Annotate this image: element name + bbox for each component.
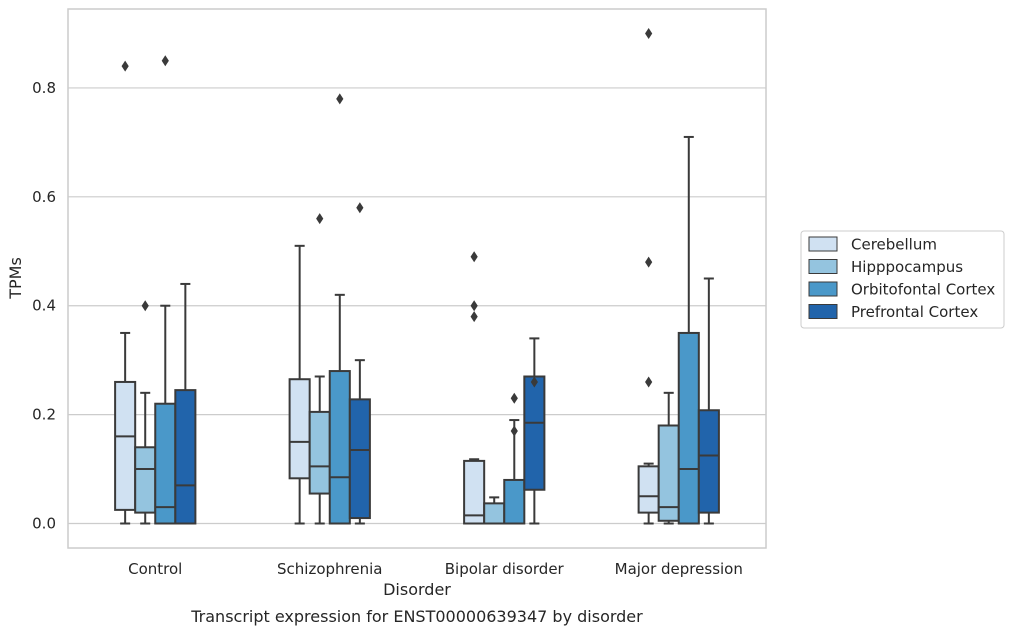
y-tick-label: 0.2: [32, 406, 56, 424]
x-tick-label: Control: [128, 560, 182, 578]
box-iqr: [288, 378, 311, 480]
plot-area-frame: [67, 8, 767, 549]
box-orbitofontal-cortex: [503, 392, 526, 525]
box-marks: [114, 28, 720, 525]
legend-frame: [800, 230, 1005, 329]
y-tick-labels: 0.0 0.2 0.4 0.6 0.8: [32, 79, 56, 533]
box-prefrontal-cortex: [697, 277, 720, 525]
box-cerebellum: [463, 251, 486, 525]
outlier-point: [510, 392, 518, 404]
box-iqr: [114, 380, 137, 511]
box-hipppocampus: [134, 300, 157, 525]
y-tick-label: 0.4: [32, 297, 56, 315]
box-prefrontal-cortex: [348, 202, 371, 525]
chart-caption: Transcript expression for ENST0000063934…: [190, 607, 643, 626]
box-cerebellum: [637, 28, 660, 525]
y-axis-label: TPMs: [6, 257, 25, 300]
outlier-point: [161, 55, 169, 67]
outlier-point: [356, 202, 364, 214]
outlier-point: [470, 311, 478, 323]
box-iqr: [308, 410, 331, 495]
x-tick-label: Schizophrenia: [277, 560, 382, 578]
outlier-point: [645, 256, 653, 268]
outlier-point: [336, 93, 344, 105]
outlier-point: [470, 300, 478, 312]
box-iqr: [348, 398, 371, 520]
legend-swatch: [808, 236, 838, 252]
x-tick-label: Major depression: [615, 560, 743, 578]
box-iqr: [463, 459, 486, 525]
box-cerebellum: [114, 60, 137, 525]
y-tick-label: 0.6: [32, 188, 56, 206]
outlier-point: [470, 251, 478, 263]
legend-swatch: [808, 259, 838, 274]
legend-label: Hipppocampus: [851, 258, 963, 276]
box-iqr: [677, 331, 700, 525]
outlier-point: [530, 376, 538, 388]
box-iqr: [134, 446, 157, 514]
box-iqr: [328, 370, 351, 525]
outlier-point: [316, 213, 324, 225]
box-iqr: [503, 478, 526, 525]
legend-swatch: [808, 281, 838, 297]
box-prefrontal-cortex: [523, 337, 546, 525]
box-iqr: [154, 402, 177, 525]
outlier-point: [645, 376, 653, 388]
box-iqr: [174, 389, 197, 525]
x-tick-labels: Control Schizophrenia Bipolar disorder Majo…: [128, 560, 743, 578]
y-tick-label: 0.8: [32, 79, 56, 97]
legend-label: Orbitofontal Cortex: [851, 281, 995, 299]
box-iqr: [483, 502, 506, 525]
legend: Cerebellum Hipppocampus Orbitofontal Corte…: [800, 230, 1005, 329]
box-iqr: [523, 375, 546, 491]
y-tick-label: 0.0: [32, 515, 56, 533]
x-axis-label: Disorder: [383, 580, 451, 599]
legend-label: Cerebellum: [851, 236, 937, 254]
x-tick-label: Bipolar disorder: [445, 560, 565, 578]
outlier-point: [645, 28, 653, 39]
legend-label: Prefrontal Cortex: [851, 303, 978, 321]
outlier-point: [141, 300, 149, 312]
box-cerebellum: [288, 244, 311, 525]
box-iqr: [637, 465, 660, 514]
legend-swatch: [808, 304, 838, 319]
box-hipppocampus: [308, 213, 331, 525]
outlier-point: [510, 425, 518, 437]
outlier-point: [121, 60, 129, 72]
box-prefrontal-cortex: [174, 282, 197, 525]
box-iqr: [697, 409, 720, 514]
